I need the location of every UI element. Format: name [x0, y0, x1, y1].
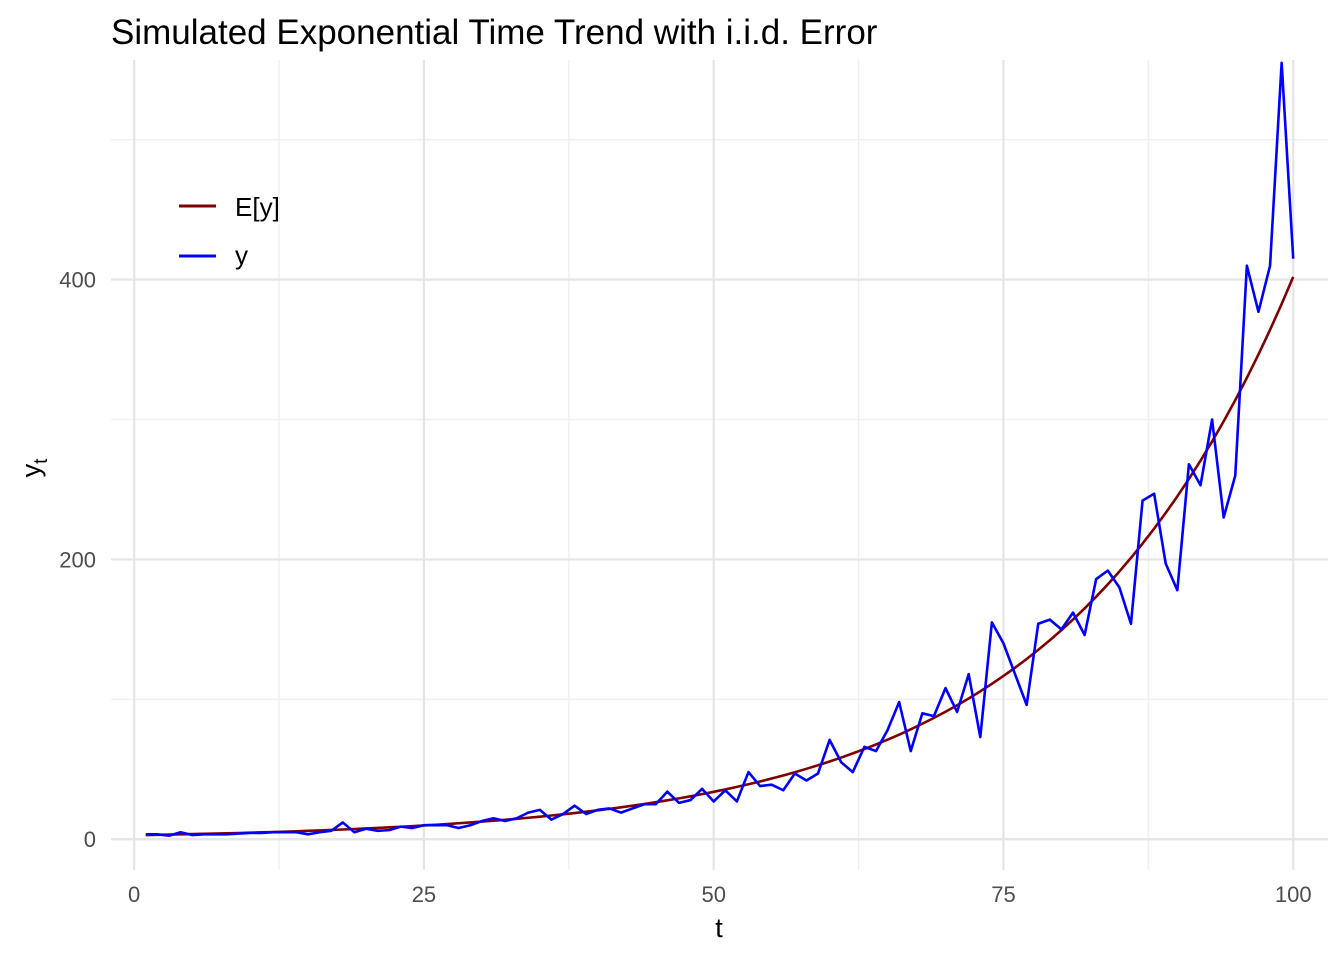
legend-label-y: y [235, 240, 248, 270]
series-line-y [145, 61, 1295, 838]
chart-title: Simulated Exponential Time Trend with i.… [111, 13, 878, 52]
y-tick-label: 400 [59, 268, 96, 293]
grid [111, 60, 1328, 870]
y-tick-label: 200 [59, 547, 96, 572]
y-axis-title: yt [16, 458, 52, 478]
x-tick-label: 100 [1275, 882, 1312, 907]
y-axis-title-base: y [16, 463, 46, 477]
plot-lines [145, 61, 1295, 838]
series-line-expected [145, 276, 1295, 837]
x-tick-label: 50 [701, 882, 725, 907]
y-tick-label: 0 [84, 827, 96, 852]
legend: E[y] y [179, 192, 280, 270]
x-tick-label: 25 [412, 882, 436, 907]
x-axis-title: t [715, 913, 723, 943]
x-tick-label: 0 [128, 882, 140, 907]
y-tick-labels: 0 200 400 [59, 268, 96, 853]
legend-label-expected: E[y] [235, 192, 280, 222]
x-tick-label: 75 [991, 882, 1015, 907]
x-tick-labels: 0 25 50 75 100 [128, 882, 1312, 907]
y-axis-title-subscript: t [31, 458, 52, 464]
